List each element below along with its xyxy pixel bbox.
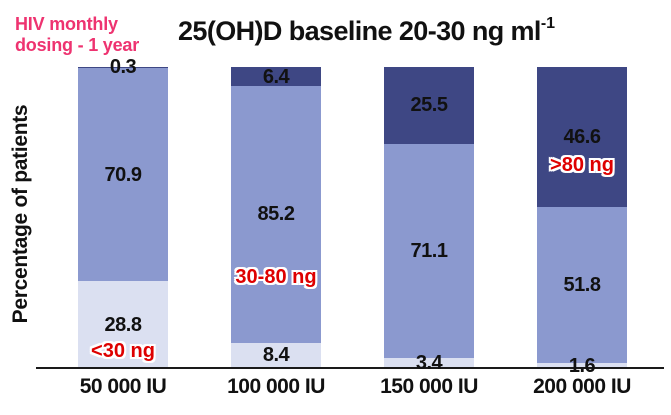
bar-segment: [231, 342, 321, 368]
bar-segment: [384, 357, 474, 368]
value-label: 8.4: [262, 344, 290, 367]
value-label: 0.3: [109, 56, 137, 79]
x-axis-category-label: 100 000 IU: [227, 375, 325, 398]
value-label: 70.9: [104, 163, 142, 186]
bar-segment: [537, 67, 627, 208]
range-label: <30 ng: [91, 339, 155, 362]
x-axis-category-label: 50 000 IU: [79, 375, 167, 398]
bar-segment: [78, 281, 168, 368]
bar-segment: [537, 207, 627, 364]
range-label: >80 ng: [550, 154, 614, 177]
bar-segment: [78, 67, 168, 282]
x-axis-category-label: 200 000 IU: [533, 375, 631, 398]
value-label: 51.8: [563, 274, 601, 297]
chart-title-superscript: -1: [540, 15, 556, 32]
value-label: 46.6: [563, 126, 601, 149]
annotation-line-1: HIV monthly: [15, 14, 118, 34]
bar-segment: [231, 86, 321, 343]
bar-segment: [78, 67, 168, 68]
chart-title-text: 25(OH)D baseline 20-30 ng ml: [178, 16, 541, 46]
value-label: 28.8: [104, 313, 142, 336]
bar-segment: [384, 67, 474, 144]
value-label: 3.4: [415, 351, 443, 374]
range-label: 30-80 ng: [235, 266, 317, 289]
x-axis-line: [36, 367, 664, 369]
x-axis-category-label: 150 000 IU: [380, 375, 478, 398]
chart-title: 25(OH)D baseline 20-30 ng ml-1: [178, 15, 556, 47]
annotation-line-2: dosing - 1 year: [15, 35, 140, 55]
value-label: 25.5: [410, 94, 448, 117]
value-label: 85.2: [257, 203, 295, 226]
value-label: 1.6: [568, 354, 596, 377]
bar-segment: [231, 67, 321, 87]
bar-segment: [384, 143, 474, 358]
bar-segment: [537, 363, 627, 368]
value-label: 6.4: [262, 65, 290, 88]
context-annotation: HIV monthly dosing - 1 year: [15, 14, 139, 56]
value-label: 71.1: [410, 239, 448, 262]
